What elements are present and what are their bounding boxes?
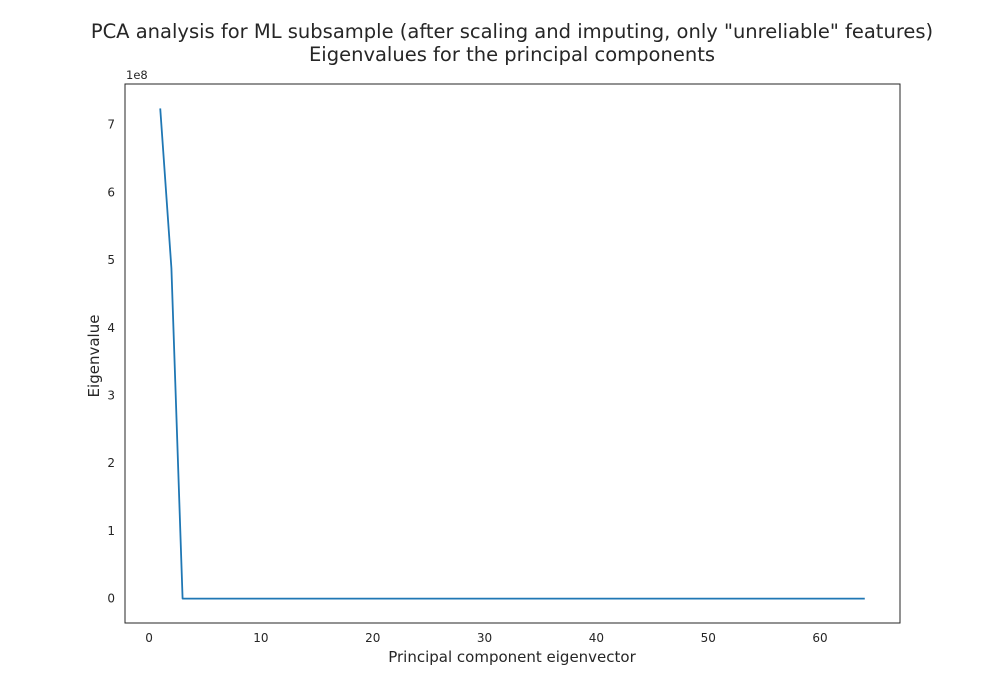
y-tick-label: 7	[107, 118, 115, 132]
x-tick-label: 50	[701, 631, 716, 645]
y-tick-label: 6	[107, 185, 115, 199]
y-tick-label: 5	[107, 253, 115, 267]
x-tick-label: 0	[145, 631, 153, 645]
x-tick-label: 20	[365, 631, 380, 645]
y-axis-label: Eigenvalue	[85, 315, 103, 398]
y-tick-label: 2	[107, 456, 115, 470]
x-axis-ticks: 0 10 20 30 40 50 60	[145, 631, 827, 645]
x-tick-label: 40	[589, 631, 604, 645]
series-layer	[159, 108, 865, 600]
y-tick-label: 4	[107, 321, 115, 335]
x-axis-label: Principal component eigenvector	[388, 648, 636, 666]
chart-title: PCA analysis for ML subsample (after sca…	[91, 20, 933, 43]
y-tick-label: 0	[107, 592, 115, 606]
x-tick-label: 30	[477, 631, 492, 645]
y-tick-label: 1	[107, 524, 115, 538]
x-tick-label: 60	[812, 631, 827, 645]
plot-area-frame	[124, 83, 901, 624]
y-axis-ticks: 0 1 2 3 4 5 6 7	[107, 118, 115, 606]
y-tick-label: 3	[107, 388, 115, 402]
eigenvalue-line	[159, 108, 865, 600]
x-tick-label: 10	[253, 631, 268, 645]
chart-subtitle: Eigenvalues for the principal components	[309, 43, 715, 66]
y-axis-offset-label: 1e8	[126, 68, 148, 82]
